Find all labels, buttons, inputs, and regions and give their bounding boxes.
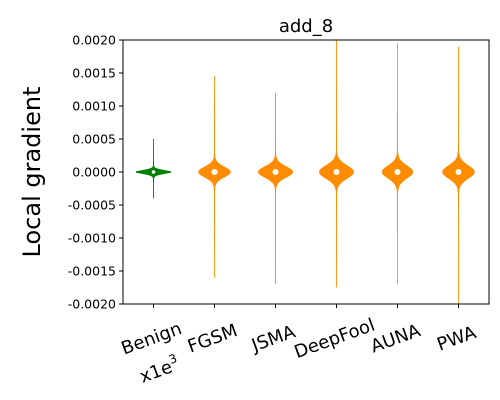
y-tick-label: -0.0015 xyxy=(68,264,116,279)
chart-title: add_8 xyxy=(279,16,333,37)
violin-median-marker xyxy=(333,169,340,175)
y-tick-label: 0.0010 xyxy=(72,99,116,114)
x-tick-label: PWA xyxy=(434,322,479,356)
x-tick-label: JSMA xyxy=(248,321,299,357)
y-tick-label: -0.0010 xyxy=(68,231,116,246)
y-tick-label: 0.0015 xyxy=(72,66,116,81)
violin-median-marker xyxy=(394,169,401,175)
violin-pwa xyxy=(442,46,475,304)
violin-median-marker xyxy=(455,169,462,175)
x-tick-label: DeepFool xyxy=(291,315,377,364)
plot-frame xyxy=(122,39,490,305)
violin-benign xyxy=(136,139,171,199)
y-tick-label: 0.0005 xyxy=(72,132,116,147)
y-axis-ticks: 0.0020 0.0015 0.0010 0.0005 0.0000 -0.0005 -0.… xyxy=(68,33,123,312)
violin-fgsm xyxy=(198,76,231,278)
violin-median-marker xyxy=(211,169,218,175)
y-tick-label: 0.0020 xyxy=(72,33,116,48)
violins-group xyxy=(136,40,475,304)
y-tick-label: -0.0020 xyxy=(68,297,116,312)
violin-median-marker xyxy=(151,170,156,174)
violin-deepfool xyxy=(319,40,354,288)
x-tick-label: AUNA xyxy=(368,320,424,358)
violin-jsma xyxy=(258,92,293,285)
y-axis-label: Local gradient xyxy=(18,87,46,258)
benign-scale-label: x1e3 xyxy=(136,351,183,388)
violin-auna xyxy=(381,43,414,285)
y-tick-label: 0.0000 xyxy=(72,165,116,180)
x-tick-label: FGSM xyxy=(185,320,240,357)
violin-median-marker xyxy=(272,169,279,175)
y-tick-label: -0.0005 xyxy=(68,198,116,213)
